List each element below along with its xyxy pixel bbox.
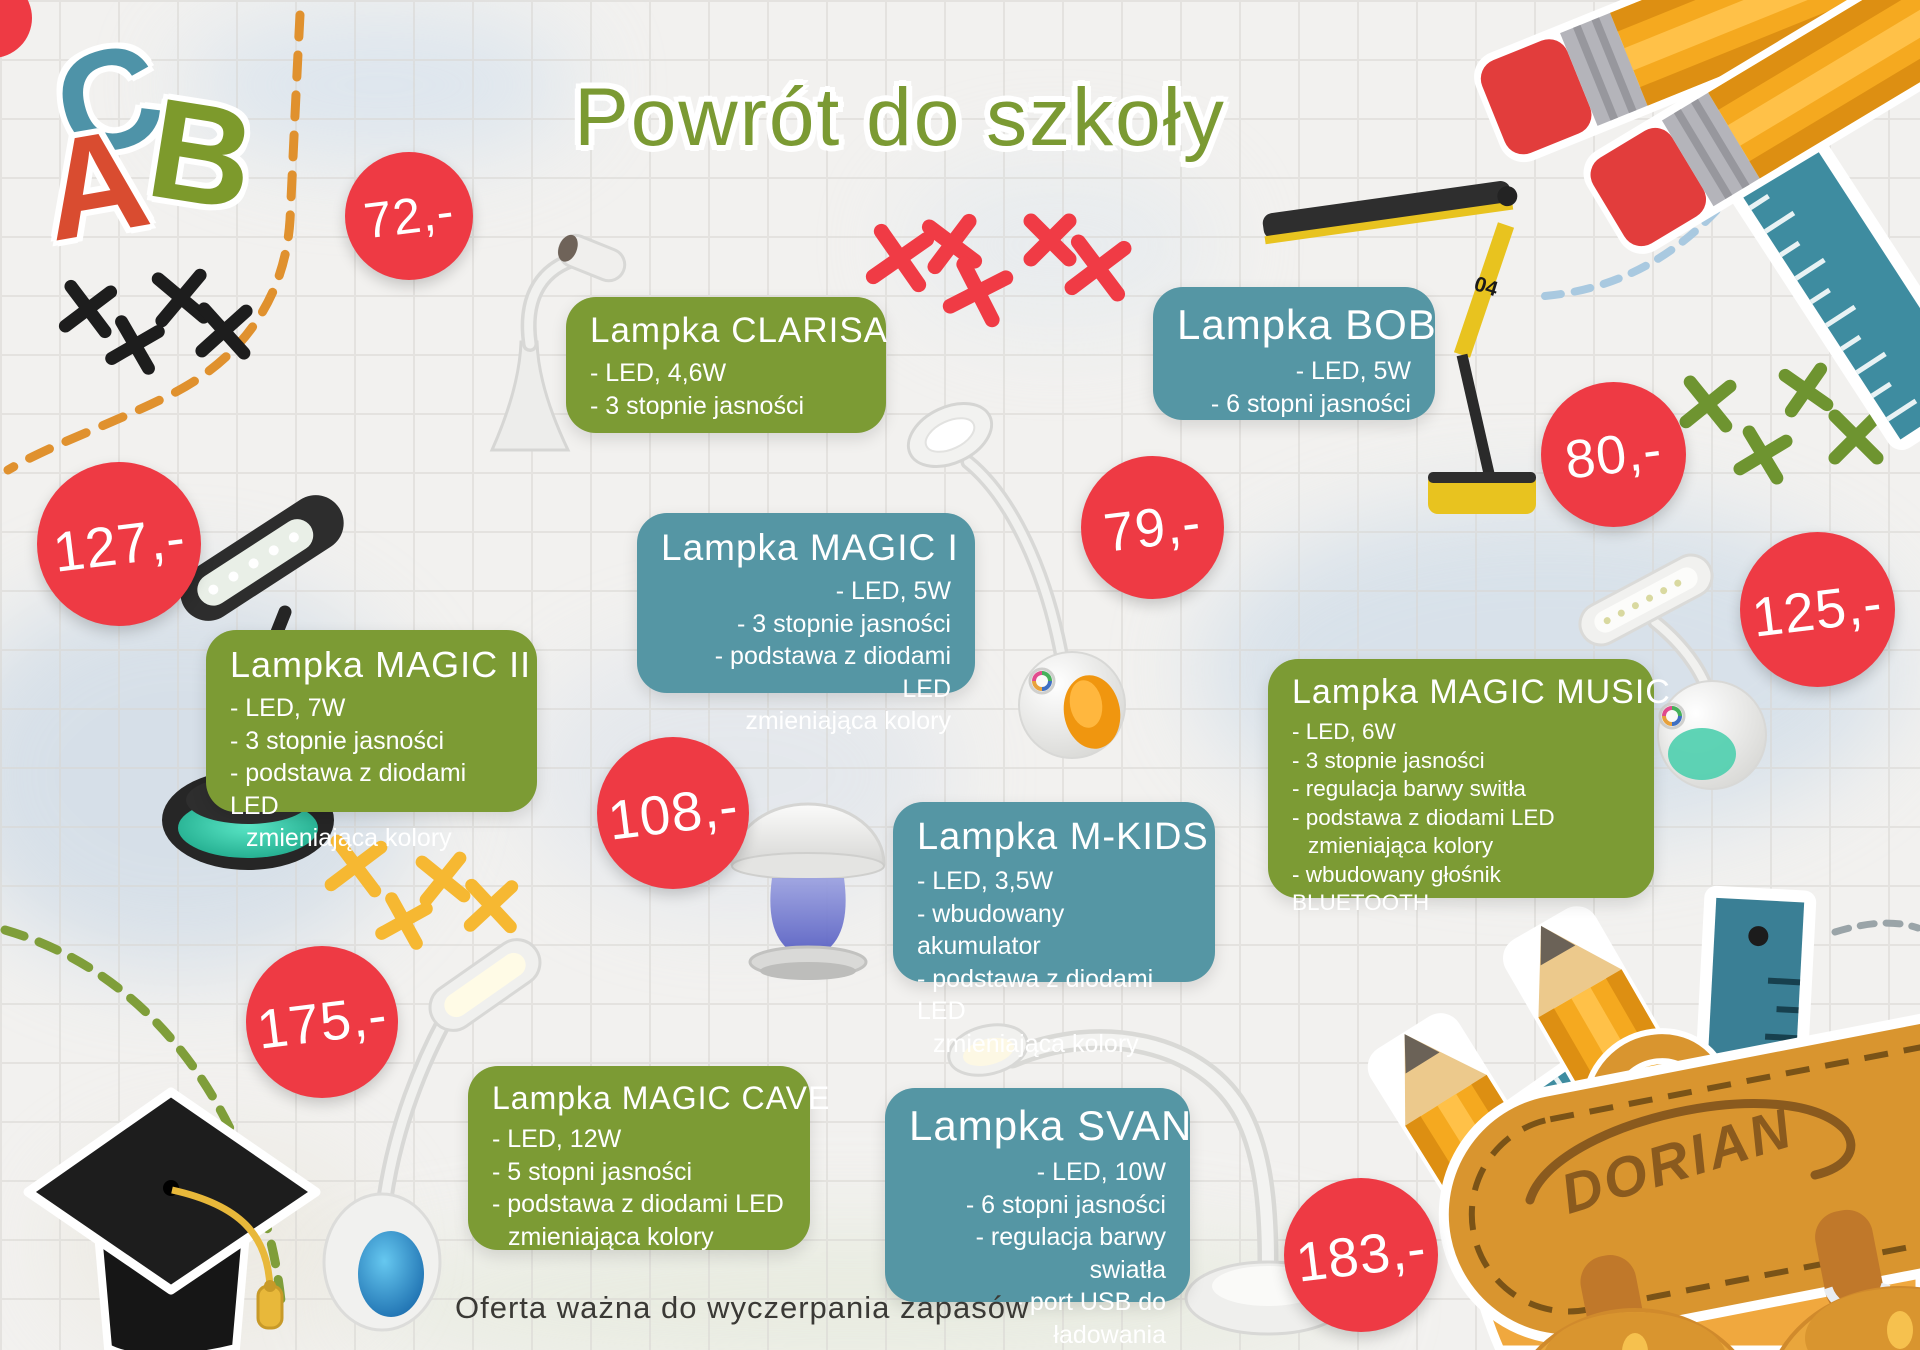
product-name: Lampka CLARISA [590, 311, 889, 350]
price-text: 72,- [360, 182, 458, 250]
price-badge-magicmusic: 125,- [1740, 532, 1895, 687]
product-feature: - podstawa z diodami LED [230, 759, 467, 820]
price-badge-svan: 183,- [1284, 1178, 1438, 1332]
product-name: Lampka MAGIC I [661, 527, 959, 568]
page-title: Powrót do szkoły [574, 71, 1226, 163]
product-feature: - podstawa z diodami LED [492, 1190, 784, 1218]
letter-b: B [138, 67, 265, 242]
price-badge-magiccave: 175,- [246, 946, 398, 1098]
price-text: 80,- [1561, 418, 1666, 491]
product-card-bob: Lampka BOB - LED, 5W - 6 stopni jasności [1153, 287, 1437, 420]
orange-dashed-line [3, 10, 305, 475]
product-feature: zmieniająca kolory [1308, 833, 1494, 859]
product-feature: - LED, 3,5W [917, 867, 1054, 895]
price-text: 108,- [604, 774, 742, 852]
product-feature: - 5 stopni jasności [492, 1157, 693, 1186]
black-x-marks [58, 268, 253, 375]
product-name: Lampka MAGIC II [230, 644, 532, 685]
product-feature: - 3 stopnie jasności [736, 609, 951, 638]
lamp-mkids-image [730, 802, 886, 980]
product-feature: - LED, 4,6W [590, 359, 727, 387]
price-badge-mkids: 108,- [597, 737, 749, 889]
lamp-magiccave-image [322, 938, 542, 1332]
product-name: Lampka MAGIC CAVE [492, 1080, 831, 1116]
price-badge-clarisa: 72,- [345, 152, 473, 280]
lamp-clarisa-image [489, 233, 627, 452]
dorian-logo-swoosh [1525, 1099, 1856, 1205]
product-name: Lampka MAGIC MUSIC [1292, 673, 1671, 711]
product-card-magicmusic: Lampka MAGIC MUSIC - LED, 6W - 3 stopnie… [1268, 659, 1671, 915]
abc-letters: C A B [31, 11, 270, 280]
product-name: Lampka SVAN [909, 1102, 1193, 1149]
gray-dashed-line [1831, 919, 1920, 936]
price-text: 183,- [1292, 1216, 1430, 1294]
lamp-svan-image [947, 1023, 1352, 1336]
product-feature: - podstawa z diodami LED [1292, 804, 1555, 830]
product-feature: - 6 stopni jasności [1210, 389, 1411, 418]
price-badge-magic1: 79,- [1081, 456, 1224, 599]
product-card-magiccave: Lampka MAGIC CAVE - LED, 12W - 5 stopni … [468, 1066, 831, 1251]
ruler-top-right [1711, 106, 1920, 450]
price-badge-bob: 80,- [1541, 382, 1686, 527]
price-text: 175,- [253, 983, 391, 1061]
product-card-clarisa: Lampka CLARISA - LED, 4,6W - 3 stopnie j… [566, 297, 889, 433]
yellow-x-marks [324, 834, 519, 950]
price-text: 125,- [1749, 570, 1886, 649]
product-feature: - regulacja barwy switła [1292, 776, 1526, 802]
pencil-top-right-2 [1583, 0, 1920, 254]
product-feature: - podstawa z diodami LED [714, 642, 951, 703]
product-feature: - LED, 6W [1292, 719, 1396, 744]
corner-red-sticker [0, 0, 32, 58]
price-text: 79,- [1100, 491, 1205, 564]
product-feature: - regulacja barwy swiatła [975, 1223, 1166, 1284]
product-feature: - LED, 5W [835, 577, 951, 605]
product-feature: zmieniająca kolory [246, 824, 452, 852]
offer-validity-note: Oferta ważna do wyczerpania zapasów [455, 1290, 1030, 1325]
product-feature: zmieniająca kolory [508, 1222, 714, 1251]
product-feature: - LED, 10W [1036, 1158, 1166, 1186]
product-name: Lampka M-KIDS [917, 816, 1209, 858]
lamp-magicmusic-image [1578, 553, 1767, 790]
product-card-mkids: Lampka M-KIDS - LED, 3,5W - wbudowany ak… [893, 802, 1215, 1058]
green-dashed-line [0, 925, 287, 1317]
product-feature: - 6 stopni jasności [965, 1190, 1166, 1219]
product-feature: - wbudowany głośnik BLUETOOTH [1292, 861, 1501, 916]
school-bag [1438, 1010, 1920, 1350]
product-feature: - podstawa z diodami LED [917, 964, 1154, 1026]
product-feature: - LED, 7W [230, 694, 346, 722]
product-card-svan: Lampka SVAN - LED, 10W - 6 stopni jasnoś… [885, 1088, 1193, 1349]
price-text: 127,- [49, 504, 189, 584]
graduation-cap [23, 1087, 321, 1350]
product-feature: - wbudowany akumulator [917, 899, 1065, 961]
product-card-magic2: Lampka MAGIC II - LED, 7W - 3 stopnie ja… [206, 630, 537, 852]
lamp-bob-image: 04 [1262, 181, 1536, 514]
product-feature: - port USB do ładowania [1014, 1288, 1166, 1349]
green-x-marks [1679, 362, 1884, 485]
product-name: Lampka BOB [1177, 301, 1437, 348]
product-card-magic1: Lampka MAGIC I - LED, 5W - 3 stopnie jas… [637, 513, 975, 735]
product-feature: - 3 stopnie jasności [590, 391, 805, 420]
price-badge-magic2: 127,- [37, 462, 201, 626]
product-feature: - 3 stopnie jasności [1292, 747, 1485, 773]
product-feature: zmieniająca kolory [933, 1029, 1139, 1058]
lamp-magic1-image [906, 402, 1126, 759]
product-feature: zmieniająca kolory [745, 707, 951, 735]
product-feature: - 3 stopnie jasności [230, 726, 445, 755]
product-feature: - LED, 5W [1295, 357, 1411, 385]
red-x-marks [865, 213, 1132, 328]
product-feature: - LED, 12W [492, 1125, 622, 1153]
